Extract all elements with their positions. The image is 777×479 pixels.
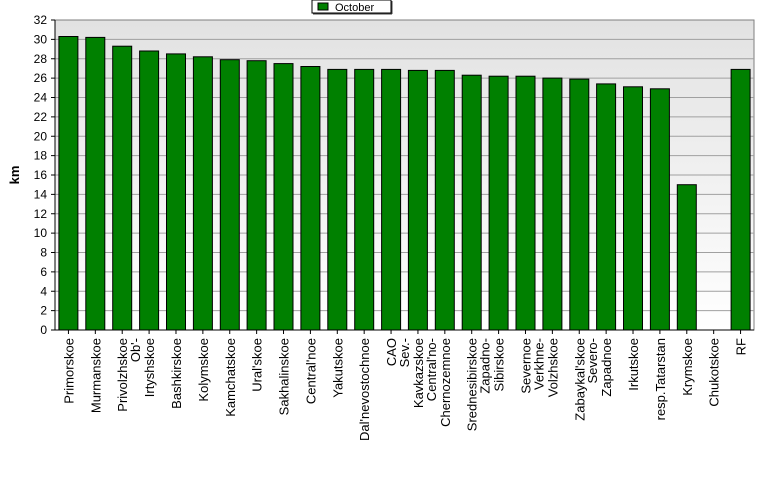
x-tick-label: Murmanskoe (88, 338, 103, 413)
bar (166, 53, 186, 331)
x-tick-label: Bashkirskoe (169, 338, 184, 409)
y-tick-label: 2 (40, 304, 47, 318)
x-tick-label: Verkhne-Volzhskoe (531, 338, 560, 397)
bar (676, 184, 697, 331)
bar (192, 56, 213, 331)
x-tick-label: Central'no-Chernozemnoe (424, 338, 453, 427)
x-tick-label: Central'noe (303, 338, 318, 404)
y-tick-label: 32 (34, 13, 48, 27)
y-axis-label: km (7, 166, 22, 185)
x-tick-label: Zabaykal'skoe (572, 338, 587, 421)
y-tick-label: 14 (34, 187, 48, 201)
bar (246, 60, 267, 331)
bar (569, 78, 590, 331)
x-tick-label: Yakutskoe (330, 338, 345, 398)
x-tick-label: CAO (384, 338, 399, 366)
bar (515, 75, 536, 331)
x-tick-label: Kamchatskoe (223, 338, 238, 417)
bar (488, 75, 509, 331)
y-tick-label: 12 (34, 207, 48, 221)
x-tick-label: Primorskoe (61, 338, 76, 404)
x-tick-label: Privolzhskoe (115, 338, 130, 412)
bar (649, 88, 670, 331)
bar (139, 50, 160, 331)
bar (85, 36, 106, 331)
x-tick-label: Srednesibirskoe (465, 338, 480, 431)
bar (58, 36, 79, 331)
legend-box (311, 0, 392, 14)
y-tick-label: 0 (40, 323, 47, 337)
x-tick-label: Krymskoe (680, 338, 695, 396)
y-tick-label: 4 (40, 284, 47, 298)
x-tick-label: Severo-Zapadnoe (585, 338, 614, 397)
legend: October (311, 0, 393, 15)
bar (596, 83, 617, 331)
bar (112, 45, 133, 331)
x-tick-label: Dal'nevostochnoe (357, 338, 372, 441)
x-tick-label: RF (734, 338, 749, 355)
y-tick-label: 18 (34, 149, 48, 163)
y-tick-label: 8 (40, 246, 47, 260)
y-tick-label: 16 (34, 168, 48, 182)
bar (461, 74, 482, 331)
y-tick-label: 24 (34, 91, 48, 105)
x-tick-label: Ob'-Irtyshskoe (128, 338, 157, 397)
legend-label-october: October (335, 2, 374, 14)
bars (58, 36, 751, 331)
y-tick-label: 30 (34, 32, 48, 46)
bar (623, 86, 643, 331)
bar (730, 68, 751, 331)
x-tick-label: Zapadno-Sibirskoe (478, 338, 507, 394)
x-tick-label: Chukotskoe (707, 338, 722, 407)
bar (407, 69, 428, 331)
bar (381, 68, 402, 331)
y-tick-label: 22 (34, 110, 48, 124)
bar (300, 66, 321, 331)
x-axis-ticks: Primorskoe Murmanskoe PrivolzhskoeOb'-Irty… (61, 330, 749, 441)
x-tick-label: Kolymskoe (196, 338, 211, 402)
y-tick-label: 28 (34, 52, 48, 66)
y-tick-label: 10 (34, 226, 48, 240)
legend-swatch-october (317, 2, 329, 11)
bar (354, 68, 375, 331)
x-tick-label: Irkutskoe (626, 338, 641, 391)
x-tick-label: Sakhalinskoe (277, 338, 292, 415)
y-tick-label: 20 (34, 129, 48, 143)
x-tick-label: Severnoe (519, 338, 534, 394)
bar (219, 59, 240, 331)
bar (327, 68, 348, 331)
y-tick-label: 6 (40, 265, 47, 279)
x-tick-label: resp.Tatarstan (653, 338, 668, 420)
bar (542, 77, 563, 331)
x-tick-label: Sev.-Kavkazskoe (397, 338, 426, 408)
bar (434, 69, 455, 331)
x-tick-label: Ural'skoe (250, 338, 265, 392)
bar (273, 63, 294, 331)
y-tick-label: 26 (34, 71, 48, 85)
